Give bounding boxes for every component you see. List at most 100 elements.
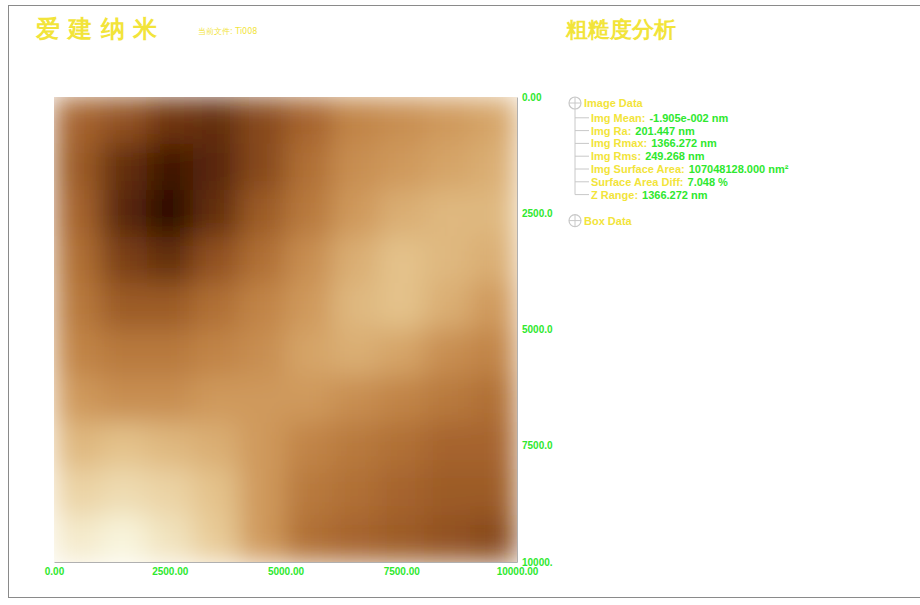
heatmap-cell [147,190,194,237]
heatmap-cell [378,423,425,470]
heatmap-cell [193,516,240,563]
heatmap-cell [378,237,425,284]
heatmap-cell [378,97,425,144]
canvas: 爱 建 纳 米当前文件: Ti008粗糙度分析0.002500.005000.0… [0,0,920,605]
heatmap-cell [332,190,379,237]
tree-item: Img Surface Area:107048128.000 nm² [591,163,789,175]
heatmap-cell [100,423,147,470]
heatmap-cell [424,283,471,330]
heatmap-cell [286,97,333,144]
x-tick: 2500.00 [152,562,189,577]
heatmap-cell [54,469,101,516]
heatmap-cell [471,190,517,237]
heatmap-cell [424,190,471,237]
heatmap-cell [239,97,286,144]
heatmap-cell [471,423,517,470]
item-label: Img Mean: [591,112,645,124]
heatmap-cell [193,330,240,377]
tree-item: Surface Area Diff:7.048 % [591,176,728,188]
heatmap-cell [100,516,147,563]
heatmap-cell [332,469,379,516]
heatmap-cell [54,97,101,144]
x-tick: 5000.00 [268,562,305,577]
y-tick-label: 2500.0 [522,208,553,219]
item-label: Z Range: [591,189,638,201]
heatmap-cell [147,516,194,563]
tree-branch [575,156,589,157]
heatmap-cell [54,376,101,423]
heatmap-cell [54,190,101,237]
heatmap-cell [332,330,379,377]
y-tick-label: 5000.0 [522,324,553,335]
y-axis: 0.002500.05000.07500.010000. [517,92,553,568]
info-tree: Image DataImg Mean:-1.905e-002 nmImg Ra:… [569,97,789,227]
y-tick: 7500.0 [517,440,553,451]
x-tick-label: 7500.00 [384,566,421,577]
item-label: Img Rmax: [591,137,647,149]
heatmap-cell [193,190,240,237]
heatmap-cell [378,330,425,377]
heatmap-cell [239,376,286,423]
heatmap-cell [286,237,333,284]
heatmap-cell [147,423,194,470]
tree-item: Img Ra:201.447 nm [591,125,695,137]
heatmap-cell [239,237,286,284]
heatmap-cell [239,330,286,377]
tree-branch [575,117,589,118]
node-circle [569,97,581,109]
x-tick-label: 5000.00 [268,566,305,577]
x-tick-label: 2500.00 [152,566,189,577]
heatmap-cell [332,283,379,330]
heatmap-cell [239,144,286,191]
file-label: 当前文件: Ti008 [198,27,257,36]
heatmap-cell [378,144,425,191]
heatmap-cell [147,283,194,330]
heatmap-cell [193,237,240,284]
heatmap-cell [100,469,147,516]
item-label: Img Ra: [591,125,631,137]
frame [9,6,920,598]
heatmap-cell [286,423,333,470]
x-tick-label: 0.00 [45,566,65,577]
item-value: 1366.272 nm [642,189,708,201]
x-axis: 0.00 2500.00 5000.00 7500.00 10000.00 [45,562,539,577]
heatmap-cell [100,330,147,377]
heatmap-cell [286,330,333,377]
heatmap-cell [286,376,333,423]
heatmap-cell [100,283,147,330]
heatmap-cell [100,190,147,237]
heatmap-cell [193,423,240,470]
heatmap-cell [378,283,425,330]
heatmap-cell [286,469,333,516]
heatmap-cell [193,283,240,330]
heatmap-cell [286,144,333,191]
heatmap-cell [147,376,194,423]
heatmap-cell [147,144,194,191]
heatmap-cell [332,376,379,423]
heatmap-cell [471,237,517,284]
tree-node [569,97,581,109]
heatmap-cell [332,423,379,470]
y-tick-label: 7500.0 [522,440,553,451]
heatmap-cell [424,516,471,563]
title: 粗糙度分析 [565,16,676,42]
tree-branch [575,169,589,170]
heatmap-cell [54,144,101,191]
tree-branch [575,194,589,195]
tree-branch [575,181,589,182]
heatmap-cell [332,237,379,284]
heatmap-cell [424,144,471,191]
heatmap-cell [286,283,333,330]
tree-item: Img Rmax:1366.272 nm [591,137,717,149]
heatmap-cell [471,469,517,516]
heatmap-cell [147,97,194,144]
heatmap-cell [239,516,286,563]
heatmap-cell [332,144,379,191]
node-circle [569,215,581,227]
x-tick-label: 10000.00 [497,566,539,577]
item-value: 7.048 % [688,176,729,188]
heatmap-cell [424,97,471,144]
heatmap-cell [193,376,240,423]
heatmap-cell [193,97,240,144]
tree-node [569,215,581,227]
